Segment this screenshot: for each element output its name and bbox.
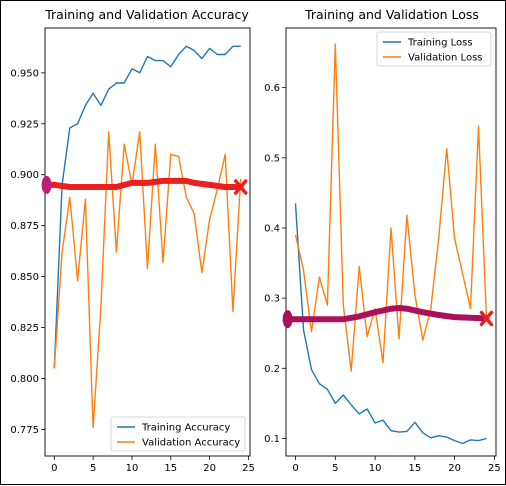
annotation-end-mark bbox=[479, 310, 494, 327]
y-tick-label: 0.950 bbox=[10, 68, 39, 79]
y-tick-label: 0.925 bbox=[10, 119, 39, 130]
x-tick-label: 0 bbox=[51, 463, 57, 474]
y-tick-label: 0.4 bbox=[264, 223, 280, 234]
series-line-validation-accuracy bbox=[53, 131, 242, 429]
legend-label: Training Accuracy bbox=[141, 423, 230, 434]
y-tick-label: 0.825 bbox=[10, 323, 39, 334]
y-tick-label: 0.5 bbox=[264, 153, 280, 164]
legend-label: Training Loss bbox=[407, 38, 473, 49]
x-tick-label: 10 bbox=[369, 463, 382, 474]
series-line-training-accuracy bbox=[53, 45, 241, 369]
x-tick-label: 0 bbox=[292, 463, 298, 474]
x-tick-label: 20 bbox=[448, 463, 461, 474]
annotation-end-mark bbox=[233, 179, 248, 195]
x-tick-label: 15 bbox=[164, 463, 177, 474]
x-tick-label: 5 bbox=[90, 463, 96, 474]
chart-loss: Training and Validation Loss bbox=[304, 7, 479, 22]
legend: Training Loss Validation Loss bbox=[376, 31, 492, 67]
legend: Training Accuracy Validation Accuracy 0 5 10… bbox=[110, 27, 501, 474]
y-tick-label: 0.3 bbox=[264, 294, 280, 305]
x-tick-label: 20 bbox=[203, 463, 216, 474]
plot-area bbox=[44, 27, 251, 457]
legend-label: Validation Accuracy bbox=[142, 438, 240, 449]
plot-area bbox=[285, 27, 497, 457]
series-line-validation-loss bbox=[294, 43, 488, 372]
annotation-start-mark bbox=[282, 310, 293, 329]
legend-label: Validation Loss bbox=[408, 53, 483, 64]
chart-title: Training and Validation Accuracy bbox=[44, 7, 249, 22]
x-tick-label: 5 bbox=[332, 463, 338, 474]
x-tick-label: 15 bbox=[408, 463, 421, 474]
chart-title: Training and Validation Loss bbox=[304, 7, 479, 22]
y-tick-label: 0.875 bbox=[10, 221, 39, 232]
y-tick-label: 0.1 bbox=[264, 434, 280, 445]
legend-box bbox=[110, 416, 246, 452]
chart-accuracy: Training and Validation Accuracy 0 5 10 15 2… bbox=[10, 7, 500, 474]
annotation-start-mark bbox=[41, 175, 52, 194]
y-tick-label: 0.2 bbox=[264, 364, 280, 375]
x-tick-label: 10 bbox=[126, 463, 139, 474]
y-tick-label: 0.850 bbox=[10, 272, 39, 283]
annotation-stroke bbox=[284, 305, 490, 323]
y-tick-label: 0.775 bbox=[10, 425, 39, 436]
legend-box bbox=[376, 31, 492, 67]
series-line-training-loss bbox=[294, 203, 487, 445]
x-tick-label: 25 bbox=[242, 463, 255, 474]
y-tick-label: 0.900 bbox=[10, 170, 39, 181]
x-tick-label: 25 bbox=[488, 463, 501, 474]
y-tick-label: 0.6 bbox=[264, 83, 280, 94]
annotation-stroke bbox=[43, 177, 244, 190]
y-tick-label: 0.800 bbox=[10, 374, 39, 385]
